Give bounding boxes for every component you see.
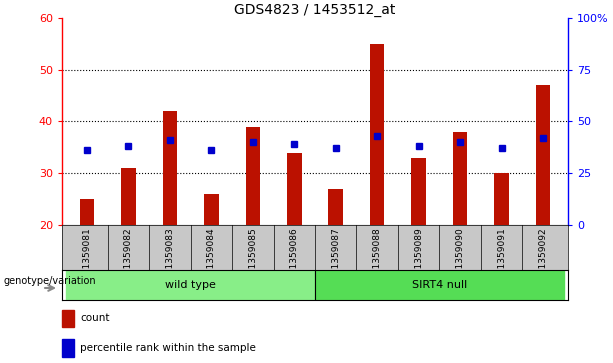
Text: GSM1359081: GSM1359081 bbox=[82, 227, 91, 288]
Text: wild type: wild type bbox=[165, 280, 216, 290]
Title: GDS4823 / 1453512_at: GDS4823 / 1453512_at bbox=[234, 3, 395, 17]
Text: GSM1359091: GSM1359091 bbox=[497, 227, 506, 288]
Bar bbox=[62, 339, 74, 357]
Text: count: count bbox=[80, 314, 110, 323]
Bar bbox=[453, 132, 468, 225]
Text: percentile rank within the sample: percentile rank within the sample bbox=[80, 343, 256, 353]
Text: GSM1359082: GSM1359082 bbox=[124, 227, 133, 288]
Bar bbox=[66, 270, 315, 300]
Bar bbox=[121, 168, 135, 225]
Text: GSM1359083: GSM1359083 bbox=[166, 227, 174, 288]
Bar bbox=[162, 111, 177, 225]
Text: GSM1359087: GSM1359087 bbox=[331, 227, 340, 288]
Bar bbox=[80, 199, 94, 225]
Text: GSM1359088: GSM1359088 bbox=[373, 227, 382, 288]
Text: GSM1359092: GSM1359092 bbox=[539, 227, 547, 288]
Text: GSM1359089: GSM1359089 bbox=[414, 227, 423, 288]
Text: GSM1359090: GSM1359090 bbox=[455, 227, 465, 288]
Text: GSM1359086: GSM1359086 bbox=[290, 227, 299, 288]
Text: genotype/variation: genotype/variation bbox=[3, 276, 96, 286]
Bar bbox=[329, 189, 343, 225]
Text: GSM1359085: GSM1359085 bbox=[248, 227, 257, 288]
Text: SIRT4 null: SIRT4 null bbox=[412, 280, 467, 290]
Bar bbox=[287, 152, 302, 225]
Bar bbox=[204, 194, 219, 225]
Text: GSM1359084: GSM1359084 bbox=[207, 227, 216, 288]
Bar bbox=[411, 158, 426, 225]
Bar bbox=[370, 44, 384, 225]
Bar bbox=[246, 127, 260, 225]
Bar bbox=[536, 85, 550, 225]
Bar bbox=[315, 270, 564, 300]
Bar bbox=[494, 173, 509, 225]
Bar bbox=[62, 310, 74, 327]
